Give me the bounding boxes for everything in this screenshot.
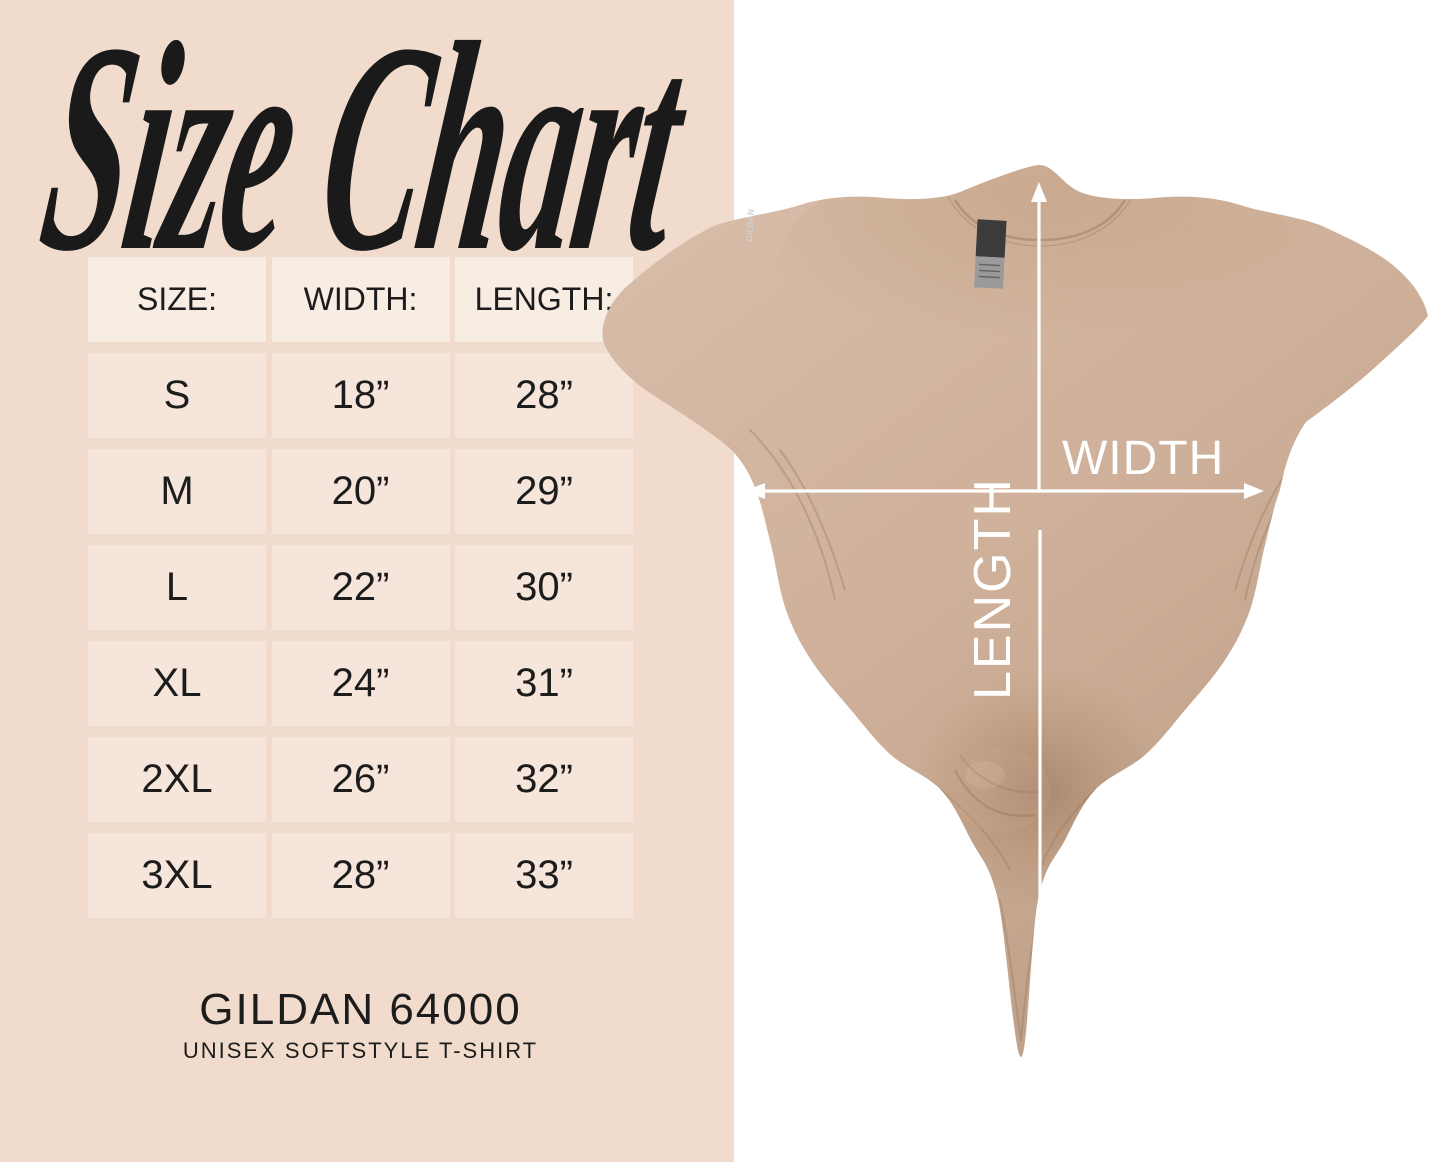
- svg-text:LENGTH: LENGTH: [964, 477, 1022, 700]
- svg-text:GILDAN: GILDAN: [744, 209, 756, 242]
- svg-text:WIDTH: WIDTH: [1062, 432, 1224, 485]
